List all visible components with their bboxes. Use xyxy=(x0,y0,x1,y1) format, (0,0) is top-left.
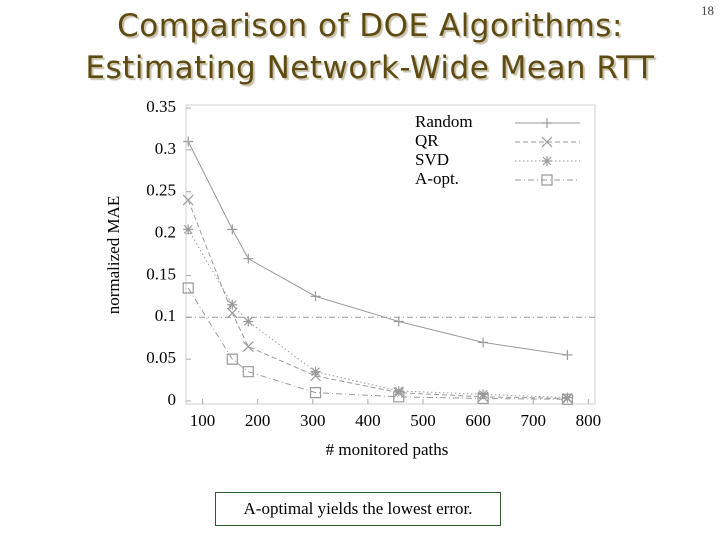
marker xyxy=(309,387,322,399)
x-tick-label: 600 xyxy=(465,411,491,430)
marker xyxy=(227,299,238,310)
marker xyxy=(242,366,254,378)
marker xyxy=(562,392,573,403)
legend-marker xyxy=(541,174,553,186)
marker xyxy=(310,291,321,302)
marker xyxy=(393,385,404,396)
x-axis-label: # monitored paths xyxy=(326,440,449,459)
marker xyxy=(243,253,254,264)
y-tick-label: 0 xyxy=(168,390,177,409)
legend-marker xyxy=(541,136,553,148)
y-tick-label: 0.2 xyxy=(155,222,176,241)
legend-marker xyxy=(542,156,552,166)
marker xyxy=(393,391,405,403)
marker xyxy=(226,307,238,319)
x-tick-label: 400 xyxy=(355,411,381,430)
series-line xyxy=(187,199,568,399)
legend-label: QR xyxy=(415,131,439,150)
caption: A-optimal yields the lowest error. xyxy=(215,492,501,526)
series-line xyxy=(187,287,568,400)
marker xyxy=(182,282,194,294)
marker xyxy=(183,224,194,235)
marker xyxy=(226,353,238,365)
y-tick-label: 0.35 xyxy=(146,97,176,116)
marker xyxy=(478,337,489,348)
marker xyxy=(561,393,574,405)
y-tick-label: 0.3 xyxy=(155,139,176,158)
slide-title: Estimating Network-Wide Mean RTT xyxy=(85,50,655,86)
marker xyxy=(478,389,489,400)
x-tick-label: 300 xyxy=(300,411,326,430)
x-tick-label: 500 xyxy=(410,411,436,430)
marker xyxy=(477,392,489,405)
marker xyxy=(562,349,573,360)
y-tick-label: 0.05 xyxy=(146,348,176,367)
series-line xyxy=(187,229,568,399)
marker xyxy=(243,316,254,327)
x-tick-label: 200 xyxy=(245,411,271,430)
slide-title: Comparison of DOE Algorithms: xyxy=(117,8,623,44)
marker xyxy=(242,341,254,353)
marker xyxy=(183,136,194,147)
series-line xyxy=(187,141,568,356)
marker xyxy=(310,366,321,377)
chart: # monitored paths normalized MAE 0 0.05 0.… xyxy=(104,97,602,459)
legend-label: Random xyxy=(415,112,473,131)
y-tick-label: 0.15 xyxy=(146,264,176,283)
x-tick-label: 100 xyxy=(190,411,216,430)
marker xyxy=(182,194,194,206)
page-number: 18 xyxy=(701,3,714,18)
marker xyxy=(393,316,404,327)
marker xyxy=(227,224,238,235)
legend-marker xyxy=(542,118,552,128)
y-tick-label: 0.25 xyxy=(146,181,176,200)
legend-label: SVD xyxy=(415,150,449,169)
y-axis-label: normalized MAE xyxy=(104,196,123,315)
plot-frame xyxy=(185,104,596,405)
legend-label: A-opt. xyxy=(415,169,459,188)
y-tick-label: 0.1 xyxy=(155,306,176,325)
x-tick-label: 800 xyxy=(576,411,602,430)
x-tick-label: 700 xyxy=(521,411,547,430)
